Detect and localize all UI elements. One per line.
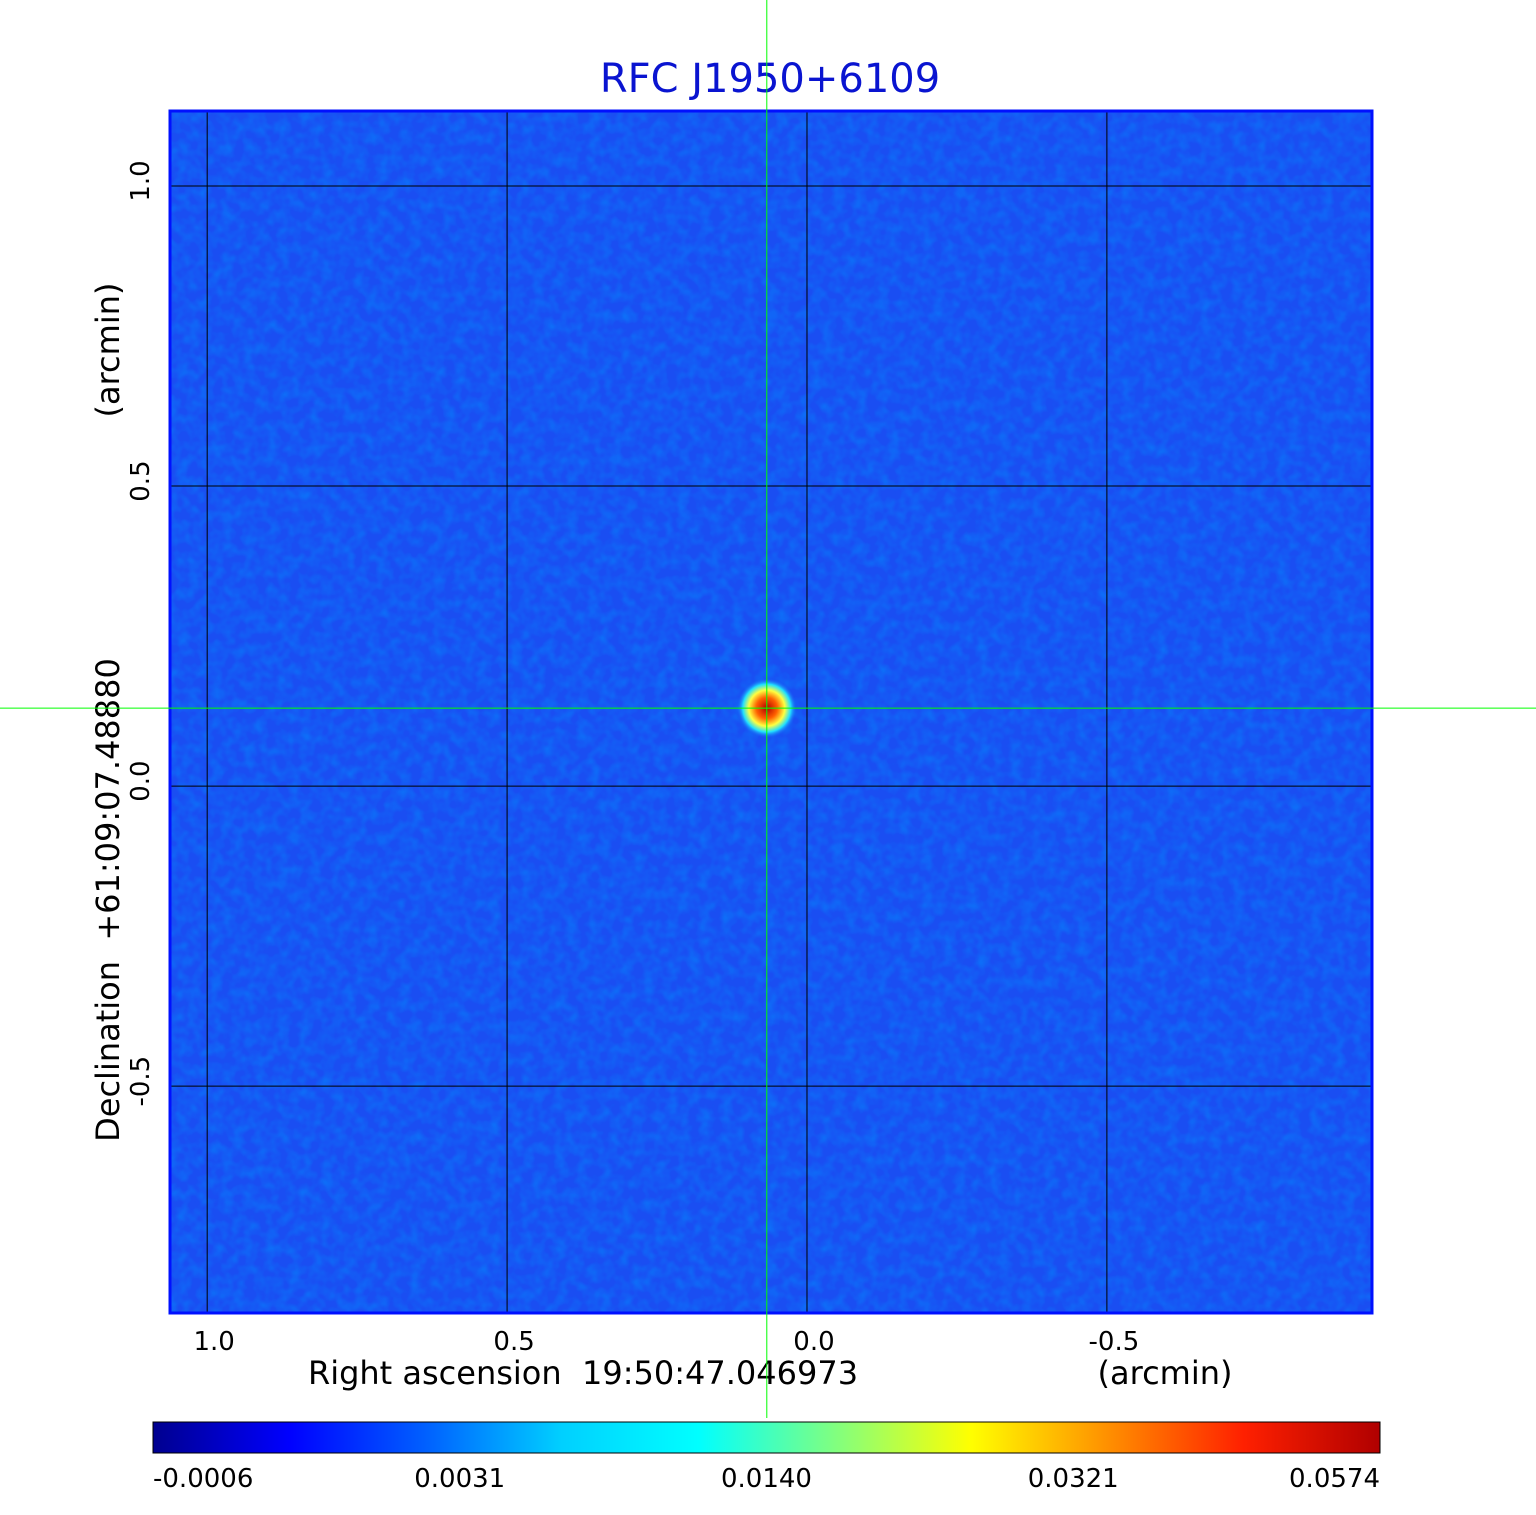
x-tick-label: 1.0 [194,1327,235,1357]
x-tick-label: -0.5 [1089,1327,1140,1357]
colorbar-tick-label: 0.0321 [1028,1464,1119,1494]
x-tick-label: 0.0 [793,1327,834,1357]
y-axis-unit: (arcmin) [89,283,127,418]
x-axis-label: Right ascension 19:50:47.046973 [308,1354,858,1392]
colorbar-tick-label: -0.0006 [153,1464,253,1494]
colorbar-tick-label: 0.0031 [414,1464,505,1494]
colorbar-tick-label: 0.0140 [721,1464,812,1494]
y-tick-label: -0.5 [126,1056,156,1107]
y-tick-label: 0.0 [126,760,156,801]
y-axis-label: Declination +61:09:07.48880 [89,658,127,1142]
image-frame [168,109,1374,1315]
chart-title: RFC J1950+6109 [600,56,940,102]
colorbar [152,1421,1381,1454]
x-tick-label: 0.5 [493,1327,534,1357]
y-tick-label: 1.0 [126,160,156,201]
colorbar-tick-label: 0.0574 [1289,1464,1380,1494]
x-axis-unit: (arcmin) [1098,1354,1233,1392]
y-tick-label: 0.5 [126,460,156,501]
